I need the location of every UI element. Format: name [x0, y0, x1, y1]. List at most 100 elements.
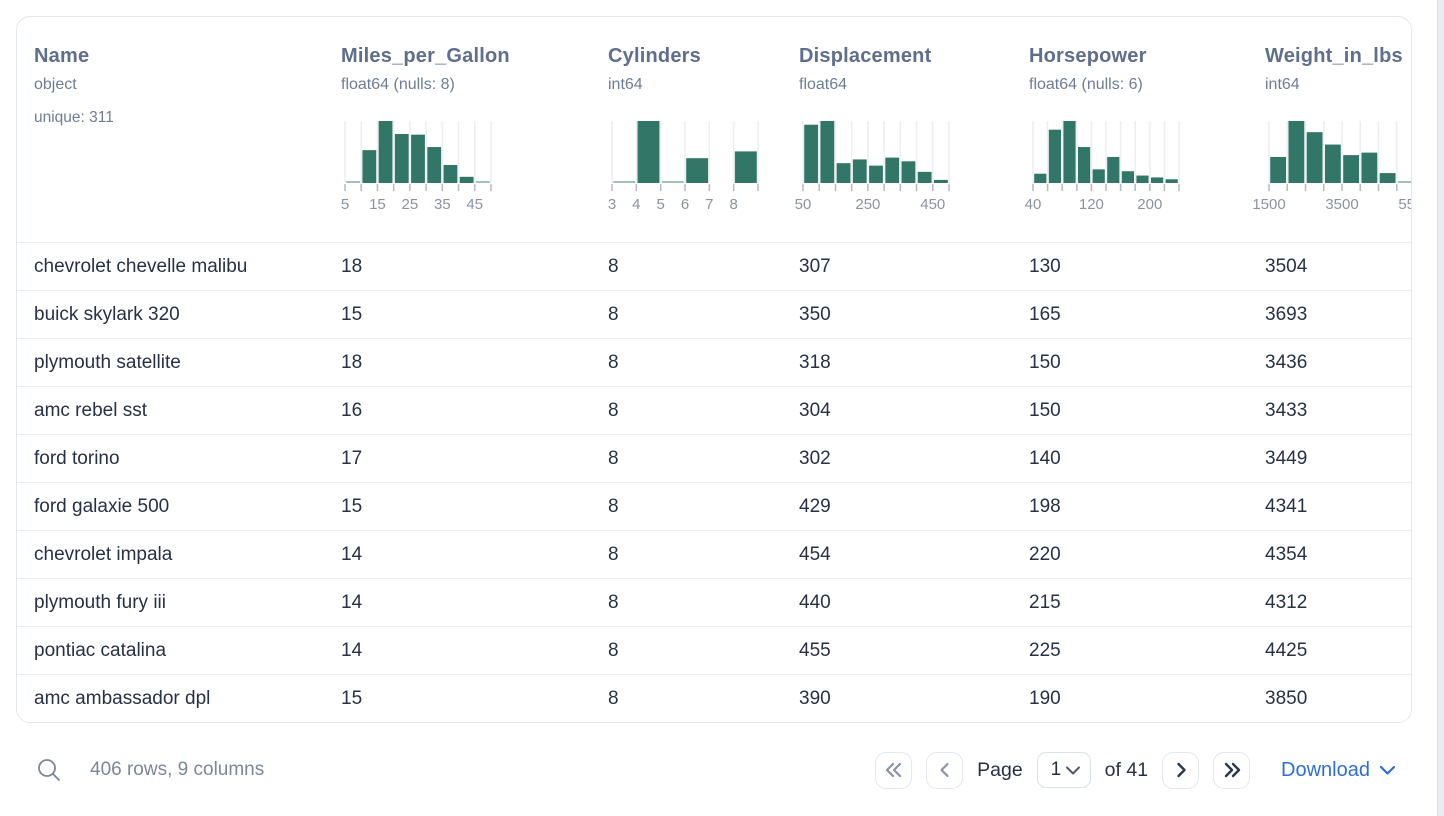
column-histogram: 40 120 200: [1025, 121, 1180, 213]
table-cell: 3504: [1265, 255, 1308, 277]
table-cell: 8: [608, 543, 619, 565]
table-cell: 15: [341, 688, 363, 709]
page-select[interactable]: 1: [1036, 752, 1091, 788]
pagination: Page 1 of 41: [875, 751, 1251, 789]
table-cell: 15: [341, 495, 363, 517]
column-histogram: 1500 3500 5500: [1252, 121, 1412, 213]
table-cell: 198: [1029, 495, 1061, 517]
table-cell: 390: [799, 688, 831, 709]
table-row: buick skylark 320 15 8 350 165 3693: [17, 291, 1411, 339]
column-dtype: float64 (nulls: 8): [341, 76, 455, 93]
column-header-weight-in-lbs[interactable]: Weight_in_lbs int64 1500 3500 5500: [1248, 17, 1411, 242]
column-header-horsepower[interactable]: Horsepower float64 (nulls: 6) 40 120 200: [1012, 17, 1248, 242]
column-title: Weight_in_lbs: [1265, 45, 1403, 67]
column-title: Horsepower: [1029, 45, 1147, 67]
table-cell: 8: [608, 639, 619, 661]
column-title: Name: [34, 45, 90, 67]
table-cell: 318: [799, 351, 831, 373]
table-row: chevrolet chevelle malibu 18 8 307 130 3504: [17, 243, 1411, 291]
table-cell: amc rebel sst: [34, 399, 147, 421]
table-cell: amc ambassador dpl: [34, 688, 211, 709]
double-chevron-right-icon: [1221, 760, 1243, 780]
chevron-left-icon: [935, 760, 955, 780]
svg-text:5: 5: [656, 196, 664, 213]
table-row: ford galaxie 500 15 8 429 198 4341: [17, 483, 1411, 531]
table-cell: ford galaxie 500: [34, 495, 170, 517]
first-page-button[interactable]: [875, 751, 913, 789]
table-cell: 3433: [1265, 399, 1308, 421]
table-cell: 8: [608, 688, 619, 709]
svg-text:25: 25: [402, 196, 419, 213]
table-cell: 302: [799, 447, 831, 469]
svg-text:50: 50: [795, 196, 812, 213]
svg-text:40: 40: [1025, 196, 1042, 213]
column-dtype: int64: [1265, 76, 1300, 93]
table-cell: pontiac catalina: [34, 639, 167, 661]
column-dtype: float64 (nulls: 6): [1029, 76, 1143, 93]
table-cell: 8: [608, 303, 619, 325]
page-select-value: 1: [1050, 759, 1062, 780]
table-cell: 215: [1029, 591, 1061, 613]
previous-page-button[interactable]: [926, 751, 964, 789]
next-page-button[interactable]: [1162, 751, 1200, 789]
table-cell: 18: [341, 255, 363, 277]
download-label: Download: [1281, 758, 1370, 781]
table-cell: 14: [341, 591, 363, 613]
table-cell: chevrolet impala: [34, 543, 173, 565]
column-header-name[interactable]: Name object unique: 311: [17, 17, 324, 242]
svg-text:15: 15: [369, 196, 386, 213]
svg-text:7: 7: [705, 196, 713, 213]
column-title: Cylinders: [608, 45, 701, 67]
chevron-down-icon: [1379, 764, 1396, 776]
table-cell: 17: [341, 447, 363, 469]
table-cell: chevrolet chevelle malibu: [34, 255, 248, 277]
column-histogram: 50 250 450: [795, 121, 950, 213]
table-footer: 406 rows, 9 columns Page 1: [16, 737, 1412, 803]
svg-text:5500: 5500: [1398, 196, 1412, 213]
table-cell: 8: [608, 591, 619, 613]
svg-text:3500: 3500: [1325, 196, 1358, 213]
table-cell: buick skylark 320: [34, 303, 180, 325]
table-cell: 304: [799, 399, 831, 421]
svg-text:200: 200: [1137, 196, 1162, 213]
table-cell: 15: [341, 303, 363, 325]
table-cell: 3693: [1265, 303, 1308, 325]
table-cell: 165: [1029, 303, 1061, 325]
table-cell: plymouth fury iii: [34, 591, 166, 613]
column-title: Displacement: [799, 45, 932, 67]
chevron-down-icon: [1065, 765, 1081, 776]
svg-text:5: 5: [341, 196, 349, 213]
table-cell: plymouth satellite: [34, 351, 181, 373]
page-label: Page: [977, 758, 1023, 781]
table-cell: 8: [608, 255, 619, 277]
scroll-gutter: [1437, 0, 1444, 816]
table-cell: 3449: [1265, 447, 1308, 469]
table-cell: 454: [799, 543, 831, 565]
table-cell: 8: [608, 351, 619, 373]
table-row: plymouth satellite 18 8 318 150 3436: [17, 339, 1411, 387]
table-row: chevrolet impala 14 8 454 220 4354: [17, 531, 1411, 579]
table-row: amc ambassador dpl 15 8 390 190 3850: [17, 675, 1411, 722]
column-histogram: 5 15 25 35 45: [341, 121, 492, 213]
search-icon[interactable]: [36, 757, 62, 783]
column-unique-count: unique: 311: [34, 109, 114, 126]
column-dtype: float64: [799, 76, 848, 93]
table-cell: 220: [1029, 543, 1061, 565]
table-cell: 16: [341, 399, 363, 421]
svg-text:4: 4: [632, 196, 640, 213]
column-header-displacement[interactable]: Displacement float64 50 250 450: [782, 17, 1012, 242]
svg-text:8: 8: [729, 196, 737, 213]
last-page-button[interactable]: [1213, 751, 1251, 789]
double-chevron-left-icon: [883, 760, 905, 780]
download-button[interactable]: Download: [1281, 759, 1396, 782]
column-header-miles-per-gallon[interactable]: Miles_per_Gallon float64 (nulls: 8) 5 15 2…: [324, 17, 591, 242]
table-cell: 350: [799, 303, 831, 325]
column-title: Miles_per_Gallon: [341, 45, 510, 67]
svg-text:35: 35: [434, 196, 451, 213]
table-row: plymouth fury iii 14 8 440 215 4312: [17, 579, 1411, 627]
table-cell: 8: [608, 495, 619, 517]
svg-text:450: 450: [920, 196, 945, 213]
chevron-right-icon: [1171, 760, 1191, 780]
